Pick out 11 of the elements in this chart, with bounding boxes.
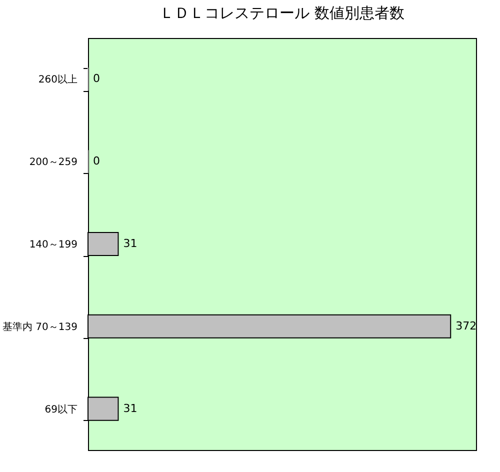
data-label: 31 — [123, 237, 138, 250]
y-tick-label: 260以上 — [38, 74, 78, 86]
data-label: 0 — [93, 72, 100, 86]
y-tick-label: 140～199 — [29, 240, 78, 250]
y-tick-label: 200～259 — [29, 157, 78, 168]
y-tick-label: 基準内 70～139 — [2, 320, 78, 333]
data-label: 372 — [456, 319, 477, 332]
data-label: 0 — [93, 154, 100, 168]
data-label: 31 — [123, 402, 138, 415]
y-tick-label: 69以下 — [44, 403, 78, 416]
chart-title: ＬＤＬコレステロール 数値別患者数 — [160, 4, 404, 22]
